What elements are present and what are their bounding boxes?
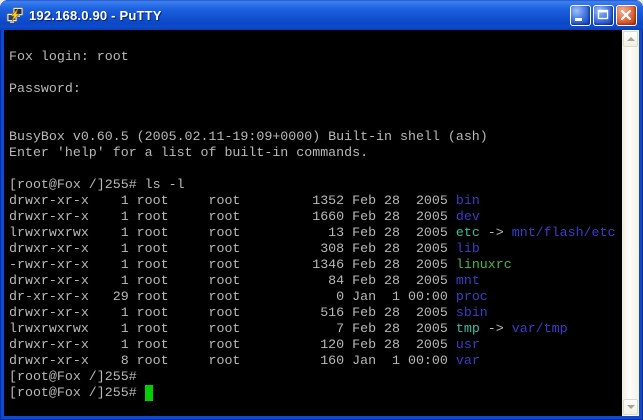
terminal-text: drwxr-xr-x 1 root root 120 Feb 28 2005 [9,337,456,352]
terminal-cursor [144,385,153,401]
putty-icon[interactable] [6,6,24,24]
maximize-icon [597,9,609,19]
terminal-text: tmp [455,321,480,336]
terminal-line: drwxr-xr-x 8 root root 160 Jan 1 00:00 v… [9,353,622,369]
chevron-up-icon [626,37,635,41]
minimize-icon [575,17,582,21]
scrollbar-track[interactable] [622,48,639,398]
terminal-line: Fox login: root [9,49,622,65]
terminal-line: drwxr-xr-x 1 root root 1352 Feb 28 2005 … [9,193,622,209]
terminal-text: Password: [9,81,81,96]
scroll-up-button[interactable] [623,31,638,47]
terminal-text: BusyBox v0.60.5 (2005.02.11-19:09+0000) … [9,129,488,144]
maximize-button[interactable] [593,4,614,26]
terminal-text: lib [455,241,480,256]
terminal-text: [root@Fox /]255# [9,385,145,400]
scroll-down-button[interactable] [623,399,638,415]
terminal-line [9,65,622,81]
terminal-line: [root@Fox /]255# [9,369,622,385]
terminal-text: -rwxr-xr-x 1 root root 1346 Feb 28 2005 [9,257,456,272]
terminal-text: lrwxrwxrwx 1 root root 7 Feb 28 2005 [9,321,456,336]
terminal-line: dr-xr-xr-x 29 root root 0 Jan 1 00:00 pr… [9,289,622,305]
vertical-scrollbar[interactable] [622,30,639,416]
terminal-line: BusyBox v0.60.5 (2005.02.11-19:09+0000) … [9,129,622,145]
close-button[interactable] [616,4,637,26]
terminal-line: drwxr-xr-x 1 root root 516 Feb 28 2005 s… [9,305,622,321]
terminal-text: mnt/flash/etc [511,225,616,240]
window-controls [570,4,637,26]
terminal-text: sbin [455,305,488,320]
terminal-text: etc [455,225,480,240]
terminal-text: proc [455,289,488,304]
terminal-text: dr-xr-xr-x 29 root root 0 Jan 1 00:00 [9,289,456,304]
terminal-line: [root@Fox /]255# ls -l [9,177,622,193]
terminal-text: drwxr-xr-x 1 root root 1660 Feb 28 2005 [9,209,456,224]
terminal-line: drwxr-xr-x 1 root root 84 Feb 28 2005 mn… [9,273,622,289]
terminal-line: drwxr-xr-x 1 root root 120 Feb 28 2005 u… [9,337,622,353]
close-icon [620,9,632,20]
terminal-text: drwxr-xr-x 8 root root 160 Jan 1 00:00 [9,353,456,368]
terminal-text: bin [455,193,480,208]
terminal-text: drwxr-xr-x 1 root root 308 Feb 28 2005 [9,241,456,256]
terminal-line: drwxr-xr-x 1 root root 1660 Feb 28 2005 … [9,209,622,225]
terminal-text: -> [479,321,512,336]
terminal-line [9,97,622,113]
terminal-line: drwxr-xr-x 1 root root 308 Feb 28 2005 l… [9,241,622,257]
client-area: Fox login: root Password: BusyBox v0.60.… [4,30,639,416]
terminal-line [9,33,622,49]
window-title: 192.168.0.90 - PuTTY [29,7,162,23]
terminal-line: [root@Fox /]255# [9,385,622,401]
terminal-text: lrwxrwxrwx 1 root root 13 Feb 28 2005 [9,225,456,240]
terminal-line: Enter 'help' for a list of built-in comm… [9,145,622,161]
terminal-text: Fox login: root [9,49,129,64]
terminal-text: mnt [455,273,480,288]
title-bar[interactable]: 192.168.0.90 - PuTTY [0,0,643,30]
terminal-line [9,161,622,177]
terminal-text: [root@Fox /]255# [9,369,137,384]
terminal-line: -rwxr-xr-x 1 root root 1346 Feb 28 2005 … [9,257,622,273]
terminal-line: Password: [9,81,622,97]
terminal-text: -> [479,225,512,240]
chevron-down-icon [626,405,635,409]
terminal-text: usr [455,337,480,352]
terminal-line [9,113,622,129]
minimize-button[interactable] [570,4,591,26]
terminal-text: var [455,353,480,368]
terminal-line: lrwxrwxrwx 1 root root 7 Feb 28 2005 tmp… [9,321,622,337]
terminal-text: var/tmp [511,321,568,336]
terminal-screen[interactable]: Fox login: root Password: BusyBox v0.60.… [4,30,622,416]
terminal-text: drwxr-xr-x 1 root root 1352 Feb 28 2005 [9,193,456,208]
terminal-text: drwxr-xr-x 1 root root 516 Feb 28 2005 [9,305,456,320]
terminal-line: lrwxrwxrwx 1 root root 13 Feb 28 2005 et… [9,225,622,241]
terminal-text: dev [455,209,480,224]
terminal-text: drwxr-xr-x 1 root root 84 Feb 28 2005 [9,273,456,288]
terminal-text: linuxrc [455,257,512,272]
terminal-text: [root@Fox /]255# ls -l [9,177,185,192]
terminal-text: Enter 'help' for a list of built-in comm… [9,145,369,160]
